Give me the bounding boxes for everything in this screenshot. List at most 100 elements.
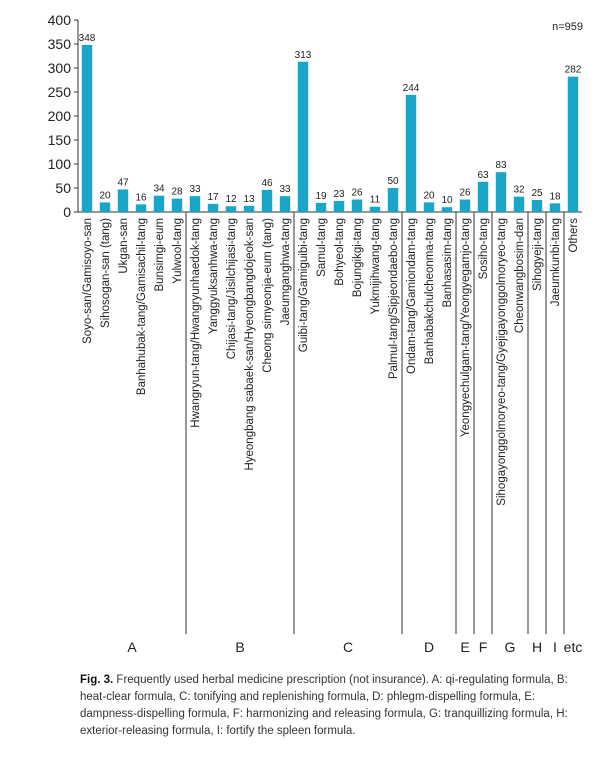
category-label: Hyeongbang sabaek-san/Hyeongbangdojeok-s… [244, 218, 256, 471]
group-label: D [424, 639, 434, 655]
category-label: Jaeumganghwa-tang [280, 218, 292, 325]
bar [531, 200, 543, 212]
category-label: Yeongyechulgam-tang/Yeongyegamjo-tang [460, 218, 472, 437]
bar-value-label: 83 [495, 160, 507, 171]
category-label: Sihosogan-san (tang) [100, 218, 112, 328]
bar-value-label: 34 [153, 184, 165, 195]
category-label: Sihogyeji-tang [532, 218, 544, 291]
bar [297, 61, 309, 213]
sample-size-note: n=959 [552, 21, 583, 33]
bar-value-label: 13 [243, 194, 255, 205]
caption-text: Frequently used herbal medicine prescrip… [80, 674, 568, 737]
category-label: Bojungikgi-tang [352, 218, 364, 297]
bar-value-label: 33 [189, 184, 201, 195]
group-label: B [235, 639, 244, 655]
bar [315, 202, 327, 212]
category-label: Ondam-tang/Gamiondam-tang [406, 218, 418, 374]
bar-value-label: 50 [387, 176, 399, 187]
bar [387, 188, 399, 212]
y-tick-label: 250 [48, 84, 72, 100]
category-label: Yanggyuksanhwa-tang [208, 218, 220, 334]
bar [513, 196, 525, 212]
bar-value-label: 348 [79, 33, 96, 44]
bar [351, 199, 363, 212]
category-label: Ukgan-san [118, 218, 130, 274]
bar [243, 205, 255, 212]
bar-value-label: 47 [117, 177, 129, 188]
bar-value-label: 17 [207, 192, 219, 203]
group-label: H [532, 639, 542, 655]
y-tick-label: 100 [48, 156, 72, 172]
category-label: Sihogayonggolmoryeo-tang/Gyejigayonggolm… [496, 218, 508, 506]
bar [279, 196, 291, 212]
bar [549, 203, 561, 212]
category-label: Sosiho-tang [478, 218, 490, 279]
bars [81, 44, 579, 213]
category-label: Jaeumkunbi-tang [550, 218, 562, 306]
y-tick-label: 0 [63, 204, 71, 220]
bar [225, 206, 237, 212]
category-label: Samul-tang [316, 218, 328, 277]
bar [369, 206, 381, 212]
bar [135, 204, 147, 212]
category-label: Yulwool-tang [172, 218, 184, 284]
category-label: Soyo-san/Gamisoyo-san [82, 218, 94, 344]
category-label: Bohyeol-tang [334, 218, 346, 286]
category-label: Banhasasim-tang [442, 218, 454, 308]
group-label: E [460, 639, 469, 655]
bar [567, 76, 579, 212]
group-label: etc [564, 639, 583, 655]
category-label: Chijasi-tang/Jisilchijasi-tang [226, 218, 238, 359]
caption-lead: Fig. 3. [80, 674, 114, 686]
bar-chart: 0 50 100 150 200 250 300 350 400 348 20 47 16 34 28 33… [48, 12, 583, 655]
category-label: Guibi-tang/Gamiguibi-tang [298, 218, 310, 352]
bar-value-label: 244 [403, 83, 420, 94]
bar-value-label: 10 [441, 195, 453, 206]
group-label: F [479, 639, 488, 655]
bar-value-label: 63 [477, 170, 489, 181]
bar-value-label: 12 [225, 194, 237, 205]
group-label: A [127, 639, 137, 655]
bar [207, 203, 219, 212]
category-label: Yukmijihwang-tang [370, 218, 382, 315]
bar-value-label: 19 [315, 191, 327, 202]
category-labels: Soyo-san/Gamisoyo-san Sihosogan-san (tang… [82, 218, 580, 506]
category-label: Bunsimgi-eum [154, 218, 166, 292]
figure-caption: Fig. 3. Frequently used herbal medicine … [80, 672, 588, 740]
bar [171, 198, 183, 212]
bar [261, 189, 273, 212]
category-label: Palmul-tang/Sipjeondaebo-tang [388, 218, 400, 379]
bar-value-label: 26 [351, 188, 363, 199]
bar-value-label: 25 [531, 188, 543, 199]
y-tick-label: 150 [48, 132, 72, 148]
bar-value-label: 282 [565, 65, 582, 76]
bar [333, 200, 345, 212]
bar [153, 195, 165, 212]
bar [81, 44, 93, 213]
group-label: C [343, 639, 353, 655]
bar-value-label: 20 [423, 190, 435, 201]
bar [459, 199, 471, 212]
bar [423, 202, 435, 212]
bar-value-label: 32 [513, 185, 525, 196]
y-tick-label: 200 [48, 108, 72, 124]
category-label: Cheonwangbosim-dan [514, 218, 526, 333]
y-tick-label: 300 [48, 60, 72, 76]
bar-value-label: 20 [99, 190, 111, 201]
bar-value-label: 11 [370, 195, 381, 206]
bar [99, 202, 111, 212]
category-label: Cheong simyeonja-eum (tang) [262, 218, 274, 373]
bar [405, 94, 417, 212]
bar-value-label: 16 [135, 192, 147, 203]
y-tick-label: 50 [55, 180, 71, 196]
category-label: Hwangryun-tang/Hwangryunhaedok-tang [190, 218, 202, 428]
group-label: G [505, 639, 516, 655]
bar-value-label: 46 [261, 178, 273, 189]
category-label: Others [568, 218, 580, 253]
bar [441, 207, 453, 212]
bar [477, 181, 489, 212]
bar-value-label: 28 [171, 187, 183, 198]
bar-value-label: 23 [333, 189, 345, 200]
bar-value-label: 26 [459, 188, 471, 199]
